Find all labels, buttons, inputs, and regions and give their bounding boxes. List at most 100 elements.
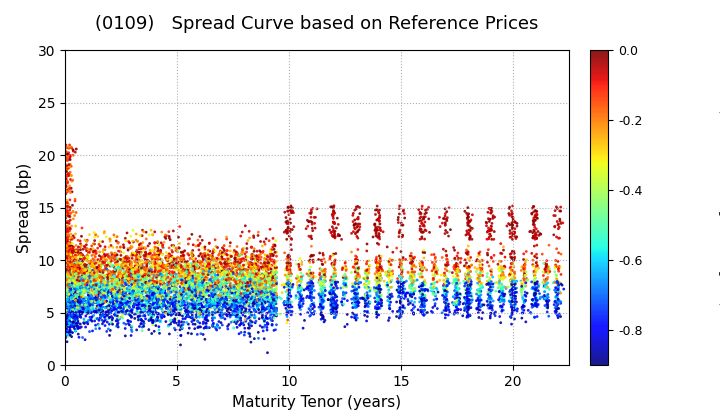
Point [220,263,232,270]
Point [172,263,184,270]
Point [155,318,166,325]
Point [484,293,495,300]
Point [99,291,110,298]
Point [164,300,176,307]
Point [530,211,541,218]
Point [506,281,518,288]
Point [271,279,282,286]
Point [223,289,235,295]
Point [142,268,153,275]
Point [167,283,179,290]
Point [374,268,385,275]
Point [384,256,396,262]
Point [63,299,74,306]
Point [90,288,102,295]
Point [99,267,110,273]
Point [243,294,254,300]
Point [69,310,81,317]
Point [62,292,73,299]
Point [70,284,81,291]
Point [60,268,72,274]
Point [202,265,213,272]
Point [282,287,294,294]
Point [282,273,293,280]
Point [495,288,506,295]
Point [190,278,202,285]
Point [116,294,127,301]
Point [62,260,73,267]
Point [484,228,495,234]
Point [329,284,341,291]
Point [62,210,73,217]
Point [238,281,249,288]
Point [305,294,317,301]
Point [242,295,253,302]
Point [76,274,88,281]
Point [73,281,85,288]
Point [238,293,249,300]
Point [132,268,144,275]
Point [212,283,223,289]
Point [197,244,208,251]
Point [186,250,198,257]
Point [305,303,317,310]
Point [189,278,200,285]
Point [284,308,296,315]
Point [328,297,340,304]
Point [60,294,72,301]
Point [406,298,418,304]
Point [261,278,272,284]
Point [75,263,86,270]
Point [61,299,73,305]
Point [63,282,74,289]
Point [216,311,228,318]
Point [75,284,86,291]
Point [139,265,150,271]
Point [60,302,72,309]
Point [526,211,538,218]
Point [69,197,81,204]
Point [204,307,215,313]
Point [82,286,94,292]
Point [60,282,71,289]
Point [82,320,94,327]
Point [472,287,483,294]
Point [60,269,71,276]
Point [223,279,235,286]
Point [59,262,71,268]
Point [60,245,72,252]
Point [140,303,152,310]
Point [245,280,256,287]
Point [462,222,474,228]
Point [68,260,80,266]
Point [125,287,137,294]
Point [108,268,120,275]
Point [206,263,217,270]
Point [521,276,532,282]
Point [64,306,76,312]
Point [71,251,82,258]
Point [136,261,148,268]
Point [102,278,114,285]
Point [172,259,184,265]
Point [293,261,305,268]
Point [116,284,127,291]
Point [498,264,510,270]
Point [145,286,157,293]
Point [207,315,219,322]
Point [348,284,360,291]
Point [65,269,76,276]
Point [83,273,94,280]
Point [159,266,171,273]
Point [179,295,191,302]
Point [264,286,276,293]
Point [341,282,352,289]
Point [121,281,132,288]
Point [485,301,497,308]
Point [402,289,414,296]
Point [62,322,73,329]
Point [109,264,120,270]
Point [220,268,231,275]
Point [60,267,72,274]
Point [221,251,233,258]
